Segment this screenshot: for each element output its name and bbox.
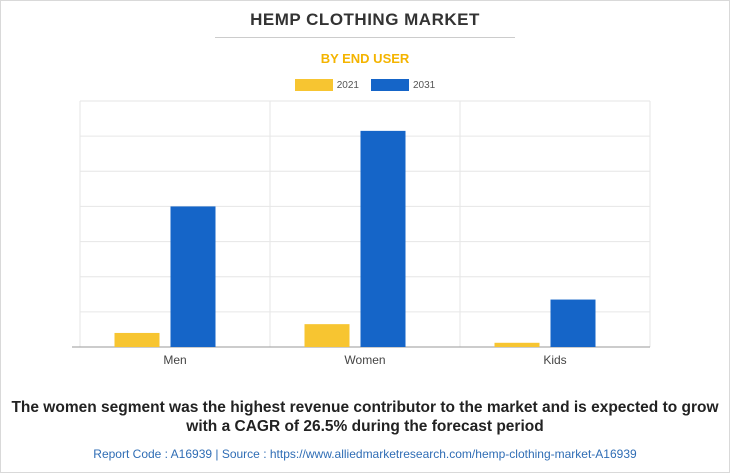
legend-item-2031: 2031 [371,79,435,91]
legend-label-2021: 2021 [336,79,359,91]
x-tick-label-kids: Kids [543,353,566,367]
chart-subtitle: BY END USER [320,51,410,66]
legend-swatch-2021 [294,79,333,91]
bar-2031-men [170,206,216,347]
bar-2031-kids [550,299,596,347]
legend-label-2031: 2031 [413,79,436,91]
bar-chart: Men Women Kids [72,100,651,367]
chart-legend: 2021 2031 [0,79,730,91]
bar-2021-men [114,332,160,347]
x-tick-label-men: Men [163,353,186,367]
chart-caption: The women segment was the highest revenu… [11,399,719,435]
legend-item-2021: 2021 [294,79,359,91]
title-divider [215,37,515,38]
legend-swatch-2031 [371,79,409,91]
x-tick-label-women: Women [344,353,385,367]
bar-2021-women [304,324,350,347]
source-footer: Report Code : A16939 | Source : https://… [93,447,637,461]
bar-2021-kids [494,342,540,347]
chart-title: HEMP CLOTHING MARKET [250,10,480,29]
bar-2031-women [360,130,406,347]
